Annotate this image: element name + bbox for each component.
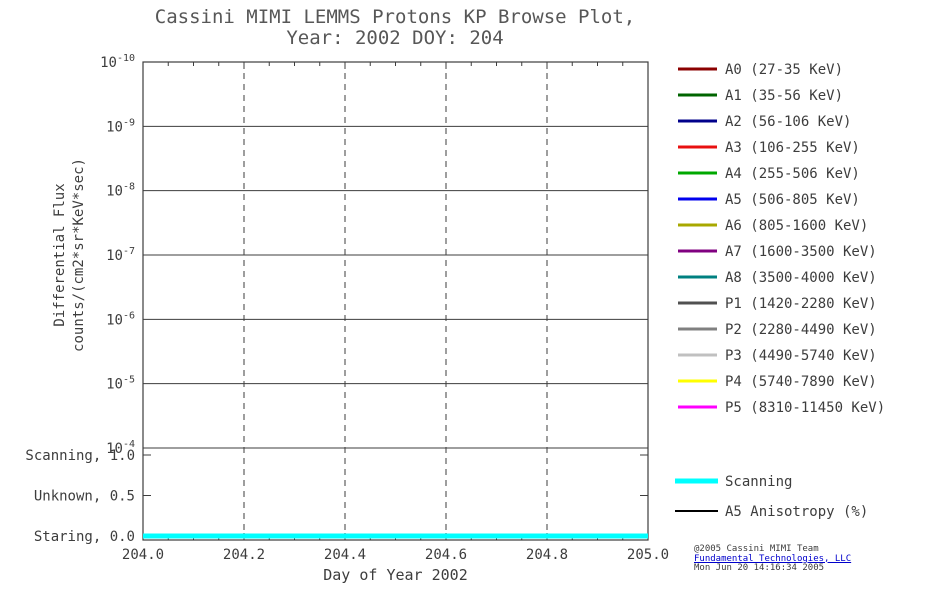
legend-label: A4 (255-506 KeV) (725, 166, 860, 182)
legend-label: P4 (5740-7890 KeV) (725, 374, 877, 390)
x-axis-title: Day of Year 2002 (323, 566, 468, 584)
y-tick-label: 10-6 (106, 310, 135, 328)
legend-label: A1 (35-56 KeV) (725, 88, 843, 104)
legend-label: P5 (8310-11450 KeV) (725, 400, 885, 416)
y-tick-label: 10-5 (106, 375, 135, 393)
y-tick-label: 10-8 (106, 182, 135, 200)
mode-tick-label: Scanning, 1.0 (25, 448, 135, 464)
x-tick-label: 204.4 (324, 547, 366, 563)
legend-label: A5 (506-805 KeV) (725, 192, 860, 208)
x-tick-label: 204.0 (122, 547, 164, 563)
credit-timestamp: Mon Jun 20 14:16:34 2005 (694, 563, 825, 573)
credit-copyright: @2005 Cassini MIMI Team (694, 544, 819, 554)
y-axis-title-line2: counts/(cm2*sr*KeV*sec) (71, 158, 87, 352)
legend-label: P1 (1420-2280 KeV) (725, 296, 877, 312)
legend-label: Scanning (725, 474, 792, 490)
legend-label: P3 (4490-5740 KeV) (725, 348, 877, 364)
legend-label: A0 (27-35 KeV) (725, 62, 843, 78)
mode-tick-label: Unknown, 0.5 (34, 489, 135, 505)
legend-label: A6 (805-1600 KeV) (725, 218, 868, 234)
legend-label: A3 (106-255 KeV) (725, 140, 860, 156)
y-tick-label: 10-7 (106, 246, 135, 264)
plot-title: Cassini MIMI LEMMS Protons KP Browse Plo… (95, 7, 695, 49)
x-tick-label: 205.0 (627, 547, 669, 563)
y-tick-label: 10-9 (106, 117, 135, 135)
credits: @2005 Cassini MIMI Team Fundamental Tech… (694, 544, 852, 574)
plot-title-line2: Year: 2002 DOY: 204 (286, 27, 504, 49)
credit-company-link[interactable]: Fundamental Technologies, LLC (694, 553, 852, 564)
plot-title-line1: Cassini MIMI LEMMS Protons KP Browse Plo… (154, 6, 636, 28)
legend-label: A2 (56-106 KeV) (725, 114, 851, 130)
legend-label: A5 Anisotropy (%) (725, 504, 868, 520)
mode-tick-label: Staring, 0.0 (34, 529, 135, 545)
legend-label: P2 (2280-4490 KeV) (725, 322, 877, 338)
legend-label: A8 (3500-4000 KeV) (725, 270, 877, 286)
x-tick-label: 204.8 (526, 547, 568, 563)
x-tick-label: 204.6 (425, 547, 467, 563)
y-axis-title-line1: Differential Flux (52, 183, 68, 326)
legend-label: A7 (1600-3500 KeV) (725, 244, 877, 260)
x-tick-label: 204.2 (223, 547, 265, 563)
plot-frame (142, 61, 649, 541)
y-tick-label: 10-10 (100, 53, 135, 71)
y-tick-label: 10-4 (106, 439, 135, 457)
